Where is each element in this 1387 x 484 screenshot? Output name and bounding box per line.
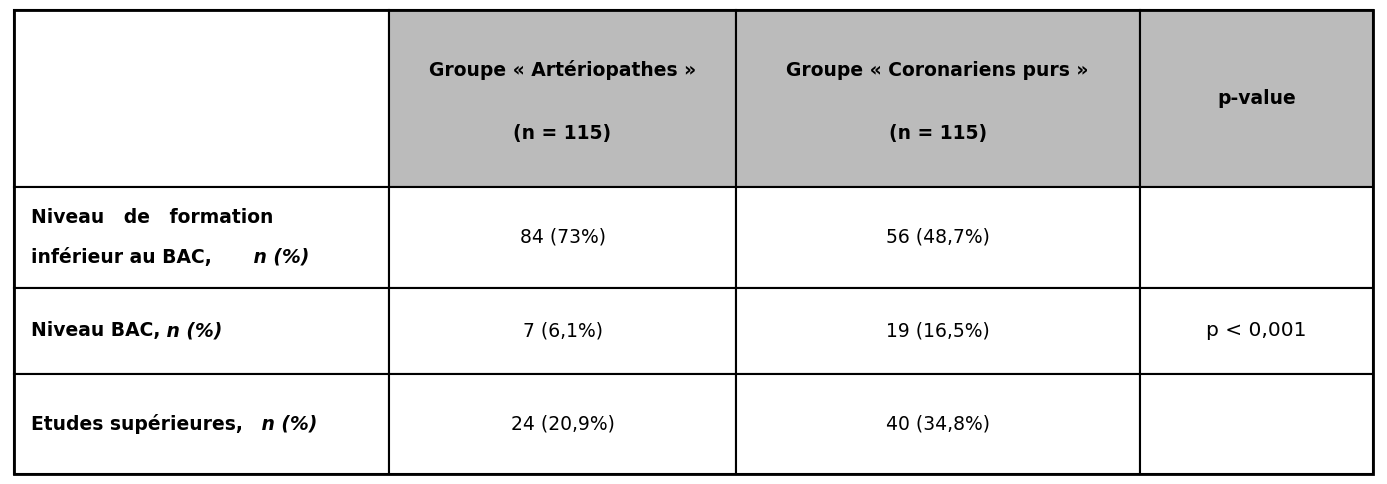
- Text: 24 (20,9%): 24 (20,9%): [510, 415, 614, 434]
- Text: Niveau BAC,: Niveau BAC,: [31, 321, 160, 340]
- Text: inférieur au BAC,: inférieur au BAC,: [31, 248, 211, 267]
- Bar: [736, 287, 1140, 374]
- Text: p-value: p-value: [1216, 89, 1295, 108]
- Bar: [14, 287, 390, 374]
- Bar: [390, 287, 736, 374]
- Bar: [1140, 374, 1373, 474]
- Bar: [14, 374, 390, 474]
- Text: p < 0,001: p < 0,001: [1207, 321, 1307, 340]
- Bar: [390, 374, 736, 474]
- Bar: [14, 10, 390, 187]
- Text: n (%): n (%): [247, 248, 309, 267]
- Text: 7 (6,1%): 7 (6,1%): [523, 321, 602, 340]
- Bar: [736, 374, 1140, 474]
- Text: n (%): n (%): [255, 415, 316, 434]
- Bar: [736, 187, 1140, 287]
- Text: n (%): n (%): [160, 321, 222, 340]
- Text: 84 (73%): 84 (73%): [520, 228, 606, 247]
- Bar: [390, 187, 736, 287]
- Bar: [1140, 287, 1373, 374]
- Text: (n = 115): (n = 115): [889, 124, 986, 143]
- Bar: [390, 10, 736, 187]
- Bar: [1140, 10, 1373, 187]
- Text: Groupe « Coronariens purs »: Groupe « Coronariens purs »: [786, 60, 1089, 79]
- Text: Etudes supérieures,: Etudes supérieures,: [31, 414, 243, 434]
- Bar: [1140, 187, 1373, 287]
- Text: 56 (48,7%): 56 (48,7%): [886, 228, 990, 247]
- Bar: [736, 10, 1140, 187]
- Text: 40 (34,8%): 40 (34,8%): [886, 415, 990, 434]
- Text: 19 (16,5%): 19 (16,5%): [886, 321, 989, 340]
- Text: (n = 115): (n = 115): [513, 124, 612, 143]
- Text: Groupe « Artériopathes »: Groupe « Artériopathes »: [429, 60, 696, 80]
- Bar: [14, 187, 390, 287]
- Text: Niveau   de   formation: Niveau de formation: [31, 208, 273, 227]
